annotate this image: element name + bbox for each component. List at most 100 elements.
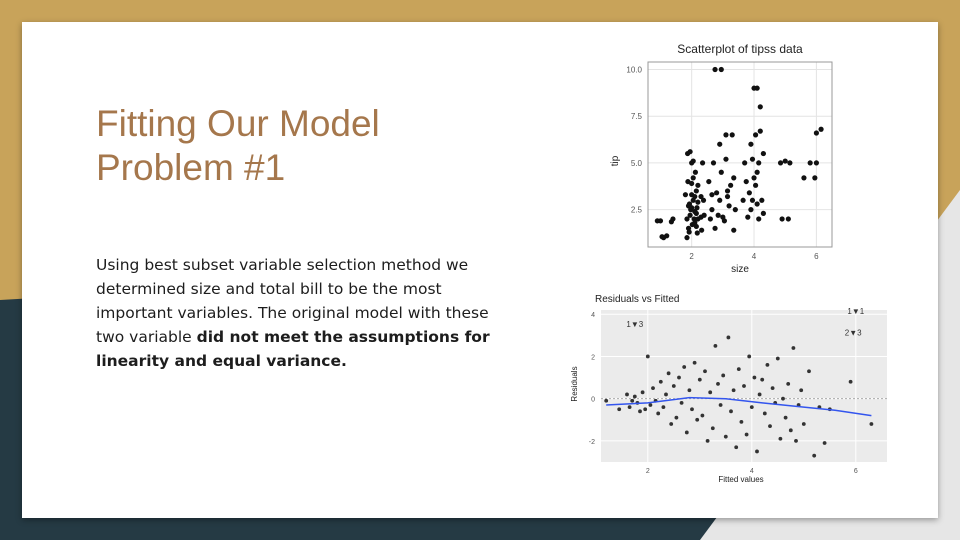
chart1-point: [756, 216, 762, 222]
chart2-point: [749, 405, 754, 410]
chart1-point: [717, 141, 723, 147]
chart1-point: [684, 235, 690, 241]
chart1-point: [701, 212, 707, 218]
chart2-point: [755, 449, 759, 454]
chart2-point: [656, 411, 661, 416]
chart1-point: [721, 218, 728, 224]
chart2-point: [768, 424, 772, 429]
chart2-point: [794, 438, 798, 443]
chart1-point: [657, 218, 664, 224]
chart1-point: [724, 188, 731, 194]
chart2-point: [726, 335, 731, 340]
chart1-point: [731, 175, 737, 181]
chart1-point: [724, 193, 731, 200]
chart2-point: [638, 409, 642, 414]
chart2-point: [632, 394, 637, 399]
slide-title-line-2: Problem #1: [96, 147, 286, 189]
chart1-point: [686, 229, 692, 235]
chart1-point: [699, 160, 706, 166]
chart1-point: [712, 225, 718, 231]
chart1-point: [745, 214, 751, 220]
chart2-ytick-label: 4: [591, 312, 595, 319]
chart1-point: [689, 180, 695, 187]
slide-body-text: Using best subset variable selection met…: [96, 256, 489, 346]
chart2-point: [807, 369, 811, 374]
chart1-point: [757, 128, 763, 134]
chart1-point: [729, 132, 735, 138]
chart2-point: [651, 386, 655, 391]
chart1-point: [818, 126, 824, 132]
chart1-point: [731, 227, 737, 233]
chart1-point: [706, 178, 712, 185]
chart1-point: [688, 207, 694, 213]
chart1-point: [718, 66, 724, 73]
chart1-point: [740, 197, 746, 203]
chart2-point: [786, 381, 791, 386]
chart2-point: [736, 367, 741, 372]
chart1-point: [752, 132, 759, 138]
chart2-point: [627, 405, 632, 410]
chart1-point: [787, 160, 793, 166]
chart1-point: [732, 207, 738, 213]
chart2-point: [744, 432, 749, 437]
chart2-point: [765, 362, 770, 367]
chart2-point: [762, 411, 767, 416]
chart2-point: [658, 379, 663, 384]
chart1-point: [743, 178, 749, 185]
chart1-point: [709, 192, 715, 198]
chart1-point: [687, 212, 693, 218]
chart1-point: [693, 210, 699, 216]
chart1-point: [718, 169, 724, 175]
chart1-point: [748, 207, 754, 213]
chart2-ytick-label: -2: [589, 439, 595, 446]
chart1-ytick-label: 5.0: [631, 159, 643, 168]
chart2-xtick-label: 6: [854, 468, 858, 475]
chart2-point: [739, 419, 744, 424]
chart1-point: [759, 197, 765, 203]
chart1-xtick-label: 2: [689, 252, 694, 261]
chart2-point: [703, 369, 707, 374]
chart1-point: [694, 205, 700, 211]
chart2-point: [690, 407, 694, 412]
chart1-point: [779, 216, 785, 222]
slide-body-bold: did not meet the assumptions for lineari…: [96, 328, 490, 370]
chart2-point: [742, 384, 746, 388]
chart1-point: [748, 141, 754, 147]
chart2-point: [757, 392, 762, 397]
chart1-point: [785, 216, 791, 222]
chart2-ytick-label: 2: [591, 354, 595, 361]
chart1-point: [692, 193, 698, 200]
chart2-point: [723, 434, 728, 439]
chart2-point: [791, 346, 796, 350]
chart1-point: [749, 156, 756, 162]
chart1-point: [754, 169, 760, 175]
chart2-point: [747, 354, 752, 359]
chart2-point: [692, 360, 697, 365]
chart1-point: [700, 197, 707, 203]
chart1-point: [698, 193, 704, 200]
chart2-point: [645, 354, 650, 359]
chart1-point: [726, 203, 732, 209]
chart1-point: [777, 160, 784, 166]
chart1-point: [694, 230, 700, 236]
chart1-point: [712, 66, 718, 73]
chart1-point: [760, 210, 766, 216]
chart1-title: Scatterplot of tipss data: [677, 42, 803, 56]
chart2-point: [697, 377, 702, 382]
chart1-point: [714, 190, 720, 196]
chart1-point: [723, 156, 729, 162]
chart2-point: [775, 356, 780, 361]
chart1-point: [690, 158, 696, 164]
chart2-point: [643, 407, 648, 412]
chart1-xlabel: size: [731, 264, 749, 275]
residuals-chart: Residuals vs Fitted -2 0 2 4 2 4 6 1▼3 1▼1 2▼3 F…: [570, 294, 887, 484]
chart1-point: [659, 234, 665, 240]
chart2-point: [822, 441, 827, 445]
chart1-point: [692, 169, 699, 175]
slide-body: Using best subset variable selection met…: [96, 253, 496, 373]
chart1-point: [699, 227, 705, 233]
chart1-point: [749, 197, 756, 203]
chart2-point: [666, 371, 671, 376]
chart2-point: [760, 377, 765, 382]
chart1-ytick-label: 2.5: [631, 206, 643, 215]
